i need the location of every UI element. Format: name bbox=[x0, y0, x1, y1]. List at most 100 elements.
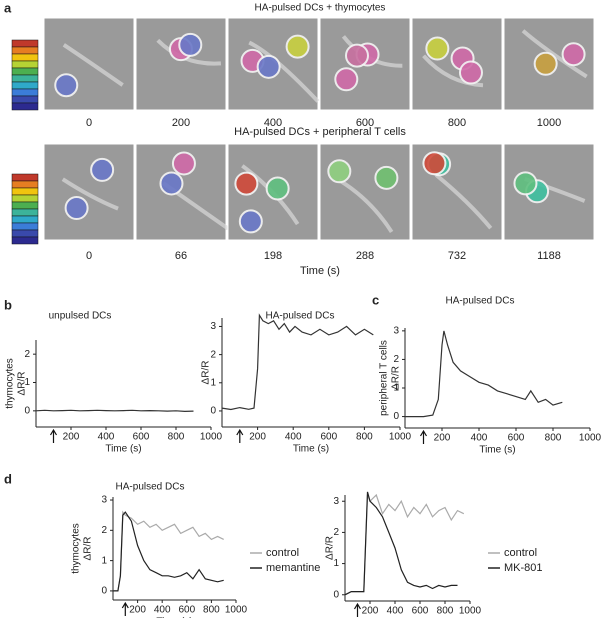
x-tick-label: 600 bbox=[178, 605, 195, 616]
cell bbox=[90, 157, 115, 182]
time-label: 1000 bbox=[537, 117, 561, 129]
series-line bbox=[113, 511, 224, 592]
y-tick-label: 3 bbox=[333, 496, 339, 507]
x-tick-label: 1000 bbox=[225, 605, 248, 616]
time-label: 1188 bbox=[537, 250, 561, 262]
x-tick-label: 400 bbox=[154, 605, 171, 616]
x-tick-label: 200 bbox=[434, 433, 451, 444]
y-tick-label: 3 bbox=[101, 495, 107, 506]
time-label: 0 bbox=[86, 117, 92, 129]
color-scale-step bbox=[11, 194, 39, 203]
y-tick-label: 2 bbox=[210, 349, 216, 360]
cell bbox=[374, 165, 399, 190]
x-tick-label: 400 bbox=[98, 432, 115, 443]
micrograph bbox=[319, 143, 411, 241]
x-tick-label: 400 bbox=[387, 606, 404, 617]
panel-label: c bbox=[372, 292, 379, 307]
y-axis-label: ΔR/R bbox=[83, 537, 94, 561]
dc-process bbox=[61, 177, 119, 211]
x-tick-label: 200 bbox=[63, 432, 80, 443]
chart-title: HA-pulsed DCs bbox=[266, 311, 335, 322]
x-tick-label: 800 bbox=[437, 606, 454, 617]
cell bbox=[513, 171, 538, 196]
y-axis-label: ΔR/R bbox=[17, 372, 28, 396]
time-label: 400 bbox=[264, 117, 282, 129]
y-tick-label: 1 bbox=[333, 558, 339, 569]
cell bbox=[425, 36, 450, 61]
y-tick-label: 2 bbox=[333, 527, 339, 538]
time-label: 0 bbox=[86, 250, 92, 262]
y-tick-label: 1 bbox=[393, 383, 399, 394]
legend-label: control bbox=[504, 547, 537, 559]
cell bbox=[234, 171, 259, 196]
color-scale-step bbox=[11, 46, 39, 55]
chart-title: HA-pulsed DCs bbox=[116, 482, 185, 493]
color-scale-step bbox=[11, 88, 39, 97]
y-axis-label: ΔR/R bbox=[201, 361, 212, 385]
cell bbox=[64, 195, 89, 220]
x-tick-label: 1000 bbox=[579, 433, 602, 444]
panel-label: a bbox=[4, 0, 12, 15]
dc-process bbox=[62, 43, 124, 87]
y-tick-label: 2 bbox=[101, 525, 107, 536]
x-axis-label: Time (s) bbox=[479, 445, 515, 456]
legend-label: MK-801 bbox=[504, 562, 543, 574]
time-label: 800 bbox=[448, 117, 466, 129]
x-tick-label: 1000 bbox=[200, 432, 223, 443]
image-axis-label: Time (s) bbox=[300, 265, 340, 277]
y-axis-label: thymocytes bbox=[71, 523, 82, 574]
stimulus-arrow bbox=[236, 428, 244, 443]
stimulus-arrow bbox=[353, 602, 362, 617]
color-scale-step bbox=[11, 222, 39, 231]
cell bbox=[159, 171, 184, 196]
y-tick-label: 0 bbox=[210, 406, 216, 417]
color-scale-step bbox=[11, 236, 39, 245]
series-line bbox=[405, 330, 563, 418]
x-axis-label: Time (s) bbox=[105, 444, 141, 455]
y-tick-label: 1 bbox=[24, 377, 30, 388]
dc-process bbox=[521, 29, 588, 79]
y-tick-label: 3 bbox=[210, 321, 216, 332]
x-tick-label: 200 bbox=[362, 606, 379, 617]
color-scale-step bbox=[11, 53, 39, 62]
color-scale-step bbox=[11, 187, 39, 196]
stimulus-arrow bbox=[49, 428, 58, 443]
cell bbox=[178, 32, 203, 57]
time-label: 600 bbox=[356, 117, 374, 129]
x-tick-label: 600 bbox=[412, 606, 429, 617]
color-scale-step bbox=[11, 180, 39, 189]
y-tick-label: 1 bbox=[210, 377, 216, 388]
x-tick-label: 400 bbox=[471, 433, 488, 444]
cell bbox=[561, 42, 586, 67]
cell bbox=[265, 176, 290, 201]
x-tick-label: 600 bbox=[133, 432, 150, 443]
cell bbox=[533, 51, 558, 76]
series-line bbox=[344, 493, 465, 596]
color-scale-step bbox=[11, 39, 39, 48]
y-tick-label: 2 bbox=[24, 349, 30, 360]
chart-title: unpulsed DCs bbox=[49, 311, 112, 322]
series-line bbox=[221, 313, 374, 411]
x-tick-label: 1000 bbox=[459, 606, 482, 617]
panel-label: b bbox=[4, 297, 12, 312]
cell bbox=[334, 67, 359, 92]
x-tick-label: 800 bbox=[168, 432, 185, 443]
x-tick-label: 200 bbox=[129, 605, 146, 616]
cell bbox=[171, 151, 196, 176]
cell bbox=[54, 73, 79, 98]
x-axis-label: Time (s) bbox=[293, 444, 329, 455]
series-line bbox=[344, 491, 458, 596]
x-tick-label: 800 bbox=[203, 605, 220, 616]
row-title: HA-pulsed DCs + thymocytes bbox=[255, 3, 386, 14]
color-scale-step bbox=[11, 215, 39, 224]
y-tick-label: 0 bbox=[24, 405, 30, 416]
stimulus-arrow bbox=[121, 601, 129, 616]
x-tick-label: 400 bbox=[285, 432, 302, 443]
cell bbox=[256, 54, 281, 79]
y-tick-label: 0 bbox=[393, 411, 399, 422]
y-tick-label: 0 bbox=[101, 586, 107, 597]
y-axis-label: peripheral T cells bbox=[379, 340, 390, 416]
color-scale-step bbox=[11, 81, 39, 90]
dc-process bbox=[338, 178, 394, 233]
